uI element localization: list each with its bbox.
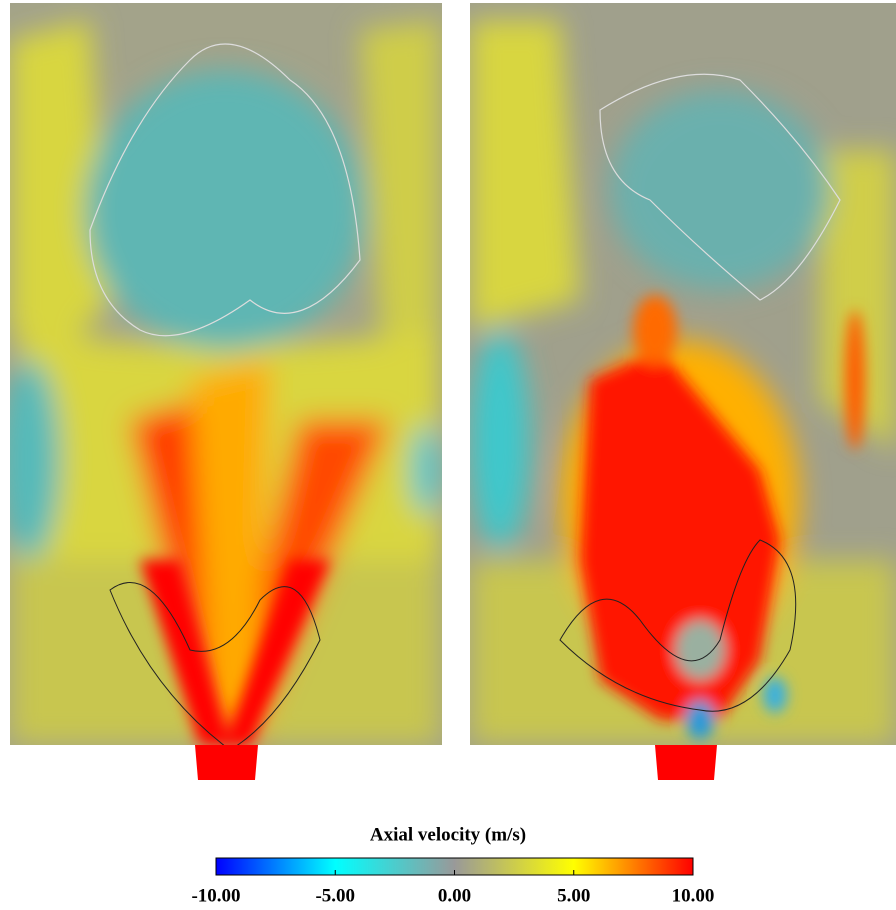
right-field	[470, 3, 896, 745]
colorbar-tick-label: -5.00	[315, 885, 355, 906]
colorbar-title: Axial velocity (m/s)	[370, 824, 526, 845]
colorbar-tick-label: -10.00	[191, 885, 240, 906]
colorbar-tick-label: 10.00	[672, 885, 715, 906]
right-nozzle	[655, 745, 717, 780]
left-field	[10, 3, 442, 745]
colorbar-tick-label: 5.00	[557, 885, 590, 906]
left-nozzle	[195, 745, 258, 780]
colorbar-tick-label: 0.00	[438, 885, 471, 906]
